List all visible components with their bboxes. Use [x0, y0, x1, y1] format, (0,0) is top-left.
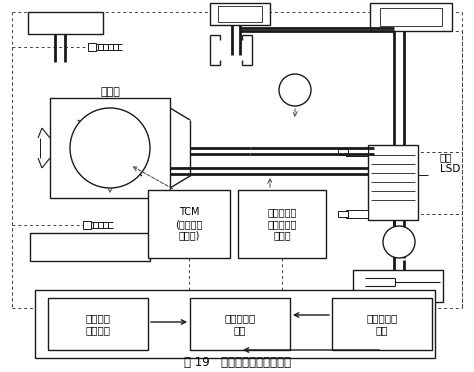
- Text: TCM
(节气门控
制模块): TCM (节气门控 制模块): [175, 208, 203, 241]
- Bar: [30, 233, 150, 261]
- Bar: [346, 210, 368, 218]
- Bar: [346, 148, 368, 156]
- Bar: [338, 149, 348, 155]
- Circle shape: [70, 108, 150, 188]
- Bar: [50, 98, 170, 198]
- Text: 作用到空转
车轮上的制
动控制: 作用到空转 车轮上的制 动控制: [267, 208, 297, 241]
- Bar: [48, 298, 148, 350]
- Text: 驱动轮空转
结论: 驱动轮空转 结论: [224, 313, 255, 335]
- Bar: [380, 8, 442, 26]
- Bar: [332, 298, 432, 350]
- Bar: [238, 190, 326, 258]
- Bar: [210, 3, 270, 25]
- Bar: [338, 211, 348, 217]
- Bar: [218, 6, 262, 22]
- Text: 驱动轮输入
转速: 驱动轮输入 转速: [366, 313, 398, 335]
- Text: 图 19   防滑差速锁结构示意图: 图 19 防滑差速锁结构示意图: [183, 356, 291, 369]
- Bar: [83, 221, 91, 229]
- Text: 节气门: 节气门: [100, 87, 120, 97]
- Bar: [35, 290, 435, 358]
- Bar: [353, 270, 443, 302]
- Bar: [148, 190, 230, 258]
- Bar: [88, 43, 96, 51]
- Bar: [190, 298, 290, 350]
- Text: 黏性
LSD: 黏性 LSD: [440, 152, 460, 174]
- Bar: [368, 145, 418, 220]
- Circle shape: [383, 226, 415, 258]
- Bar: [28, 12, 103, 34]
- Circle shape: [279, 74, 311, 106]
- Text: 非驱动轮
输入转速: 非驱动轮 输入转速: [85, 313, 110, 335]
- Bar: [370, 3, 452, 31]
